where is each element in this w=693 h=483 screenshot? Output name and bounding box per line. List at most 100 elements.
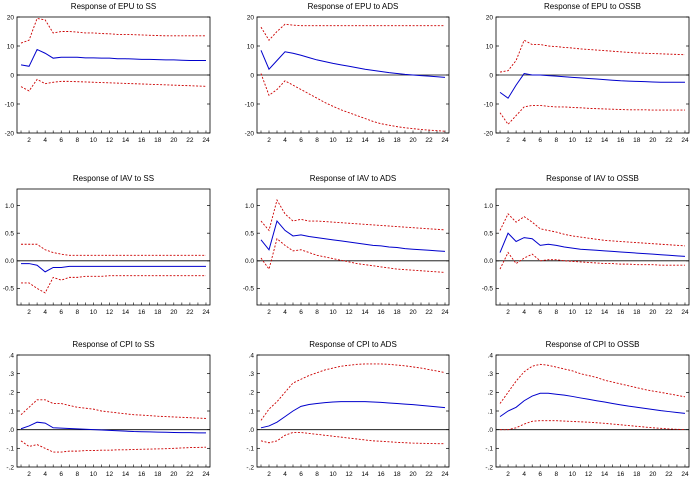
x-tick-label: 6 (299, 309, 303, 316)
x-tick-label: 16 (138, 137, 146, 144)
x-tick-label: 20 (170, 137, 178, 144)
x-tick-label: 10 (569, 137, 577, 144)
x-tick-label: 16 (377, 471, 385, 478)
x-tick-label: 14 (601, 137, 609, 144)
y-tick-label: .4 (488, 352, 494, 359)
y-tick-label: -.2 (246, 464, 254, 471)
x-tick-label: 8 (555, 309, 559, 316)
y-tick-label: .2 (9, 390, 15, 397)
panel-title: Response of IAV to SS (73, 174, 154, 183)
x-tick-label: 20 (409, 137, 417, 144)
x-tick-label: 8 (76, 309, 80, 316)
x-tick-label: 24 (681, 471, 689, 478)
x-tick-label: 24 (441, 309, 449, 316)
y-tick-label: 1.0 (484, 203, 493, 210)
x-tick-label: 16 (377, 137, 385, 144)
lower-band-line (260, 237, 446, 273)
x-tick-label: 18 (154, 137, 162, 144)
y-tick-label: .1 (9, 408, 15, 415)
x-tick-label: 2 (506, 471, 510, 478)
x-tick-label: 14 (601, 471, 609, 478)
x-tick-label: 16 (617, 137, 625, 144)
y-tick-label: -.1 (6, 446, 14, 453)
x-tick-label: 6 (538, 137, 542, 144)
x-tick-label: 20 (649, 309, 657, 316)
y-tick-label: 10 (7, 43, 15, 50)
y-tick-label: 1.0 (5, 203, 14, 210)
x-tick-label: 22 (425, 309, 433, 316)
x-tick-label: 14 (361, 309, 369, 316)
x-tick-label: 18 (393, 309, 401, 316)
y-tick-label: -20 (484, 130, 494, 137)
upper-band-line (20, 17, 206, 44)
x-tick-label: 22 (425, 137, 433, 144)
response-line (499, 232, 686, 257)
x-tick-label: 24 (441, 137, 449, 144)
x-tick-label: 14 (361, 471, 369, 478)
upper-band-line (499, 39, 685, 73)
x-tick-label: 4 (522, 471, 526, 478)
y-tick-label: 20 (486, 14, 494, 21)
response-line (499, 392, 686, 418)
y-tick-label: -0.5 (243, 286, 255, 293)
response-line (499, 73, 685, 99)
upper-band-line (20, 399, 207, 419)
x-tick-label: 2 (267, 471, 271, 478)
x-tick-label: 18 (393, 471, 401, 478)
x-tick-label: 20 (409, 309, 417, 316)
x-tick-label: 12 (585, 471, 593, 478)
x-tick-label: 24 (441, 471, 449, 478)
x-tick-label: 6 (59, 471, 63, 478)
panel-title: Response of IAV to ADS (310, 174, 397, 183)
y-tick-label: -.2 (6, 464, 14, 471)
upper-band-line (260, 363, 446, 421)
x-tick-label: 4 (283, 471, 287, 478)
y-tick-label: -10 (245, 101, 255, 108)
x-tick-label: 6 (59, 309, 63, 316)
response-line (260, 401, 446, 429)
y-tick-label: 0.0 (245, 258, 254, 265)
x-tick-label: 20 (170, 471, 178, 478)
y-tick-label: -0.5 (482, 286, 494, 293)
x-tick-label: 24 (681, 137, 689, 144)
y-tick-label: -20 (5, 130, 15, 137)
x-tick-label: 22 (665, 471, 673, 478)
y-tick-label: 0 (250, 72, 254, 79)
panel-title: Response of CPI to ADS (309, 340, 397, 349)
x-tick-label: 10 (90, 471, 98, 478)
y-tick-label: .3 (488, 371, 494, 378)
panel-title: Response of IAV to OSSB (546, 174, 639, 183)
x-tick-label: 24 (202, 137, 210, 144)
x-tick-label: 10 (329, 309, 337, 316)
x-tick-label: 16 (138, 309, 146, 316)
x-tick-label: 8 (315, 471, 319, 478)
lower-band-line (260, 432, 445, 445)
x-tick-label: 4 (522, 137, 526, 144)
y-tick-label: -20 (245, 130, 255, 137)
response-line (21, 263, 206, 273)
x-tick-label: 18 (633, 137, 641, 144)
irf-panel-4: Response of IAV to SS-0.50.00.51.02 4 6 8 10… (3, 174, 211, 316)
upper-band-line (21, 243, 206, 256)
x-tick-label: 12 (345, 137, 353, 144)
x-tick-label: 22 (186, 471, 194, 478)
x-tick-label: 18 (154, 471, 162, 478)
x-tick-label: 10 (569, 471, 577, 478)
x-tick-label: 6 (299, 137, 303, 144)
y-tick-label: 0.5 (484, 230, 493, 237)
panel-title: Response of EPU to OSSB (544, 2, 641, 11)
y-tick-label: .1 (488, 408, 494, 415)
x-tick-label: 20 (170, 309, 178, 316)
y-tick-label: .2 (488, 390, 494, 397)
x-tick-label: 14 (122, 471, 130, 478)
y-tick-label: 0 (489, 72, 493, 79)
x-tick-label: 2 (27, 309, 31, 316)
x-tick-label: 14 (361, 137, 369, 144)
x-tick-label: 4 (43, 137, 47, 144)
x-tick-label: 4 (283, 137, 287, 144)
x-tick-label: 22 (186, 137, 194, 144)
x-tick-label: 4 (522, 309, 526, 316)
